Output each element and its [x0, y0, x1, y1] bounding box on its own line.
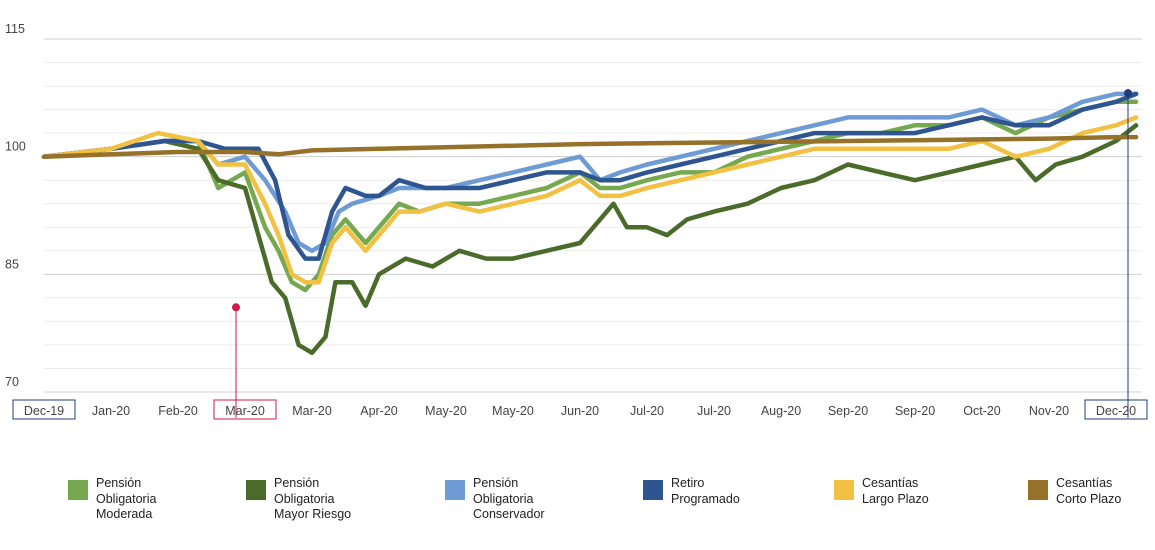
line-chart: 70 85 100 115 Dec-19 Jan-20 Feb-20 Mar-20 Mar-2…	[5, 22, 1148, 420]
series-line	[41, 99, 1139, 293]
legend-item: Pensión Obligatoria Conservador	[445, 476, 545, 523]
y-tick-label: 85	[5, 257, 19, 271]
legend-label: Cesantías Largo Plazo	[862, 476, 929, 506]
x-tick-label: May-20	[492, 404, 534, 418]
legend-label: Cesantías Corto Plazo	[1056, 476, 1122, 506]
legend-label: Retiro Programado	[671, 476, 740, 506]
legend-swatch	[68, 480, 88, 500]
y-axis-ticks: 70 85 100 115	[5, 22, 26, 389]
x-axis-ticks: Dec-19 Jan-20 Feb-20 Mar-20 Mar-20 Apr-20 May-…	[12, 399, 1148, 420]
x-tick-label: Aug-20	[761, 404, 801, 418]
x-tick-label: Mar-20	[292, 404, 332, 418]
y-tick-label: 115	[5, 22, 25, 36]
x-tick-label: Jan-20	[92, 404, 130, 418]
series-line	[41, 91, 1139, 254]
legend-item: Pensión Obligatoria Moderada	[68, 476, 156, 523]
legend-item: Pensión Obligatoria Mayor Riesgo	[246, 476, 351, 523]
x-tick-highlight-box	[213, 399, 277, 420]
x-tick-label: May-20	[425, 404, 467, 418]
x-tick-label: Sep-20	[895, 404, 935, 418]
y-tick-label: 100	[5, 140, 26, 154]
x-tick-label: Dec-20	[1096, 404, 1136, 418]
legend-swatch	[246, 480, 266, 500]
x-tick-label: Feb-20	[158, 404, 198, 418]
marker-dot	[232, 303, 240, 312]
y-tick-label: 70	[5, 375, 19, 389]
series-line	[41, 115, 1139, 285]
x-tick-label: Dec-19	[24, 404, 64, 418]
legend-swatch	[445, 480, 465, 500]
x-tick-highlight-box	[1084, 399, 1148, 420]
x-tick-highlight-box	[12, 399, 76, 420]
legend-swatch	[834, 480, 854, 500]
x-tick-label: Oct-20	[963, 404, 1001, 418]
series-line	[41, 91, 1139, 261]
marker-dot	[1124, 89, 1132, 98]
x-tick-label: Apr-20	[360, 404, 398, 418]
legend-label: Pensión Obligatoria Mayor Riesgo	[274, 476, 352, 521]
legend-label: Pensión Obligatoria Conservador	[473, 476, 545, 521]
x-tick-label: Jul-20	[630, 404, 664, 418]
x-tick-label: Mar-20	[225, 404, 265, 418]
x-tick-label: Sep-20	[828, 404, 868, 418]
x-tick-label: Jun-20	[561, 404, 599, 418]
legend-item: Cesantías Largo Plazo	[834, 476, 929, 507]
legend-label: Pensión Obligatoria Moderada	[96, 476, 157, 521]
x-tick-label: Jul-20	[697, 404, 731, 418]
series-line	[41, 123, 1139, 356]
series-lines	[41, 91, 1139, 356]
legend-swatch	[643, 480, 663, 500]
legend: Pensión Obligatoria Moderada Pensión Obli…	[0, 476, 1155, 536]
legend-item: Retiro Programado	[643, 476, 740, 507]
grid-lines	[44, 38, 1142, 393]
series-line	[41, 134, 1139, 159]
legend-swatch	[1028, 480, 1048, 500]
x-tick-label: Nov-20	[1029, 404, 1069, 418]
legend-item: Cesantías Corto Plazo	[1028, 476, 1121, 507]
